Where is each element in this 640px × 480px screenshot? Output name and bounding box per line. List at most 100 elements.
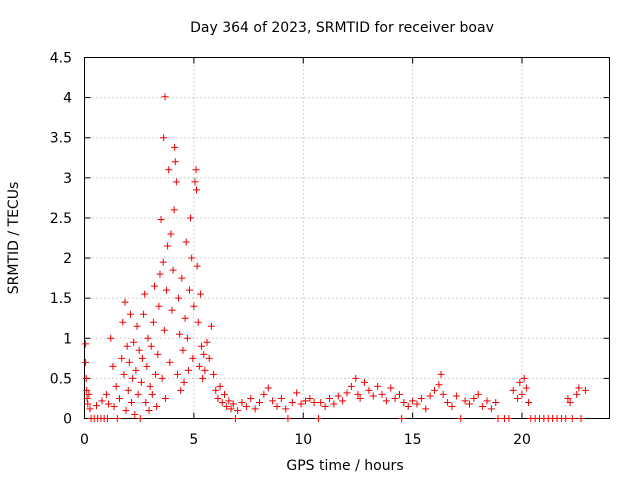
data-point xyxy=(168,306,176,314)
data-point xyxy=(172,178,180,186)
x-axis-label: GPS time / hours xyxy=(286,458,403,474)
data-point xyxy=(518,390,526,398)
data-point xyxy=(391,394,399,402)
data-point xyxy=(133,322,141,330)
data-point xyxy=(181,314,189,322)
data-point xyxy=(184,366,192,374)
data-point xyxy=(126,310,134,318)
data-point xyxy=(119,318,127,326)
y-tick-label: 1.5 xyxy=(50,291,72,307)
data-point xyxy=(116,394,123,402)
data-point xyxy=(426,392,434,400)
data-point xyxy=(334,392,342,400)
data-point xyxy=(387,384,395,392)
data-point xyxy=(187,214,195,222)
data-point xyxy=(159,258,167,266)
data-point xyxy=(525,398,533,406)
data-point xyxy=(277,394,285,402)
data-point xyxy=(293,389,301,397)
data-point xyxy=(83,394,91,402)
data-point xyxy=(369,392,377,400)
data-point xyxy=(135,346,143,354)
data-point xyxy=(413,400,421,408)
data-point xyxy=(152,370,160,378)
chart-title: Day 364 of 2023, SRMTID for receiver boa… xyxy=(190,20,494,36)
data-point xyxy=(122,406,130,414)
data-point xyxy=(183,334,191,342)
data-point xyxy=(238,398,246,406)
y-tick-label: 3.5 xyxy=(50,131,72,147)
data-point xyxy=(130,338,138,346)
data-point xyxy=(409,397,417,405)
data-point xyxy=(109,362,117,370)
data-point xyxy=(577,415,585,422)
data-point xyxy=(123,342,131,350)
data-point xyxy=(149,318,157,326)
data-point xyxy=(505,415,513,422)
data-point xyxy=(214,394,222,402)
data-point xyxy=(198,342,206,350)
data-point xyxy=(483,397,491,405)
data-point xyxy=(175,294,183,302)
data-point xyxy=(479,402,487,410)
data-point xyxy=(178,274,186,282)
data-point xyxy=(223,402,231,410)
data-point xyxy=(188,254,196,262)
data-point xyxy=(153,402,161,410)
data-point xyxy=(216,382,224,390)
data-point xyxy=(522,384,530,392)
x-tick-label: 10 xyxy=(294,432,312,448)
data-point xyxy=(520,374,528,382)
data-point xyxy=(516,378,524,386)
data-point xyxy=(264,384,272,392)
data-point xyxy=(306,394,314,402)
data-point xyxy=(121,298,129,306)
data-point xyxy=(382,397,390,405)
data-point xyxy=(247,394,255,402)
data-point xyxy=(310,398,318,406)
data-point xyxy=(160,134,168,142)
data-point xyxy=(282,405,290,413)
data-point xyxy=(509,386,517,394)
data-point xyxy=(134,390,142,398)
data-point xyxy=(189,354,197,362)
data-point xyxy=(151,282,158,290)
data-point xyxy=(141,290,149,298)
plot-frame xyxy=(84,57,610,419)
data-point xyxy=(131,410,139,418)
data-point xyxy=(145,406,153,414)
data-point xyxy=(339,397,347,405)
data-point xyxy=(191,178,199,186)
data-point xyxy=(176,330,184,338)
data-point xyxy=(146,382,154,390)
data-point xyxy=(315,415,323,422)
y-axis-label: SRMTID / TECUs xyxy=(6,182,22,295)
data-point xyxy=(195,362,203,370)
data-point xyxy=(137,378,145,386)
data-point xyxy=(113,415,121,422)
data-point xyxy=(128,398,136,406)
data-point xyxy=(147,342,155,350)
data-point xyxy=(161,93,169,101)
data-point xyxy=(448,402,456,410)
data-point xyxy=(404,402,412,410)
data-point xyxy=(234,406,242,414)
data-point xyxy=(207,322,215,330)
data-point xyxy=(82,374,90,382)
data-point xyxy=(301,397,309,405)
data-point xyxy=(190,302,198,310)
data-point xyxy=(575,384,583,392)
data-point xyxy=(169,266,177,274)
data-point xyxy=(439,390,447,398)
data-point xyxy=(173,370,181,378)
data-point xyxy=(171,158,179,166)
data-point xyxy=(186,286,193,294)
data-point xyxy=(98,397,106,405)
data-point xyxy=(581,386,589,394)
data-point xyxy=(170,206,178,214)
x-tick-labels: 0 5 10 15 20 xyxy=(80,432,531,448)
data-point xyxy=(297,400,305,408)
data-point xyxy=(573,390,581,398)
data-point xyxy=(107,334,115,342)
